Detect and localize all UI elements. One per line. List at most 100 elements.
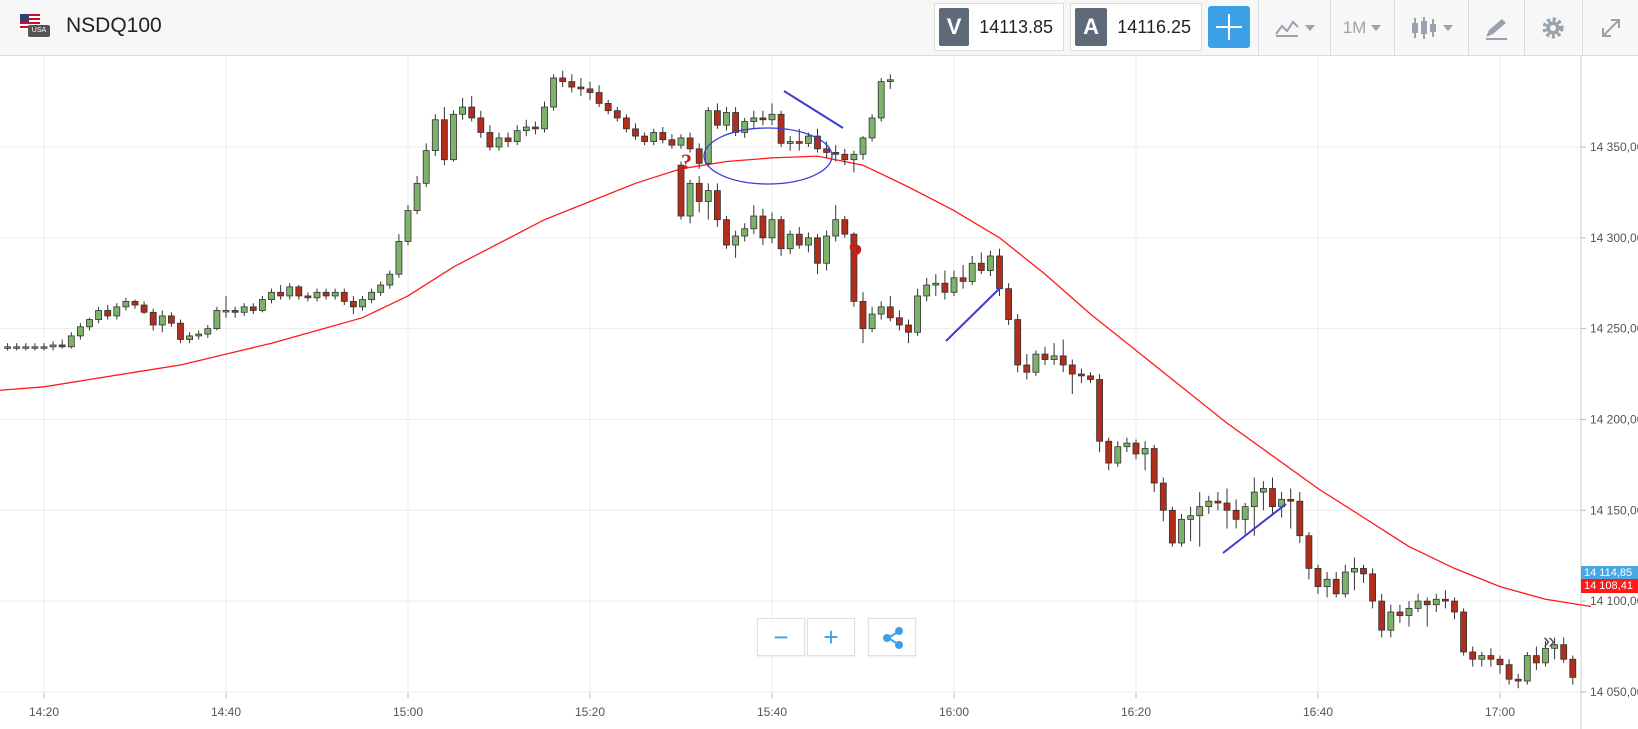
bullish-candle <box>704 107 712 167</box>
bullish-candle <box>359 295 366 311</box>
bearish-candle <box>1096 374 1103 453</box>
question-mark[interactable]: ? <box>848 238 863 271</box>
bearish-candle <box>586 81 594 100</box>
fullscreen-button[interactable] <box>1586 0 1636 56</box>
bullish-candle <box>968 255 976 286</box>
bullish-candle <box>704 183 712 220</box>
price-axis: 14 350,00 14 300,00 14 250,00 14 200,00 14 1… <box>1581 140 1638 699</box>
drawing-tools-button[interactable] <box>1472 0 1520 56</box>
share-button[interactable] <box>868 618 916 656</box>
bullish-candle <box>413 176 421 215</box>
bearish-candle <box>623 114 630 133</box>
bearish-candle <box>905 319 912 344</box>
bearish-candle <box>477 110 485 138</box>
settings-button[interactable] <box>1528 0 1578 56</box>
x-tick-label: 16:00 <box>939 705 969 719</box>
bullish-candle <box>459 97 467 120</box>
bearish-candle <box>1214 492 1222 511</box>
bearish-candle <box>349 295 357 315</box>
bullish-candle <box>914 288 921 336</box>
instrument-selector[interactable]: USA NSDQ100 <box>20 14 162 38</box>
bearish-candle <box>832 145 840 162</box>
indicators-button[interactable] <box>1262 0 1326 56</box>
bullish-candle <box>404 205 412 246</box>
bearish-candle <box>131 299 139 309</box>
bearish-candle <box>1041 346 1049 365</box>
timeframe-button[interactable]: 1M <box>1334 0 1390 56</box>
x-tick-label: 16:20 <box>1121 705 1151 719</box>
bullish-candle <box>22 343 30 351</box>
bearish-candle <box>1514 673 1522 689</box>
bullish-candle <box>805 232 812 253</box>
bullish-candle <box>550 74 557 111</box>
bearish-candle <box>1423 597 1431 627</box>
bullish-candle <box>1196 492 1204 547</box>
bullish-candle <box>395 234 403 278</box>
x-tick-label: 15:20 <box>575 705 605 719</box>
bearish-candle <box>1569 655 1577 685</box>
y-tick-label: 14 150,00 <box>1590 503 1638 517</box>
bullish-candle <box>1050 343 1058 365</box>
bullish-candle <box>859 136 867 160</box>
chart-toolbar: USA NSDQ100 V 14113.85 A 14116.25 1M <box>0 0 1638 56</box>
bearish-candle <box>632 123 639 140</box>
bullish-candle <box>386 270 394 289</box>
scroll-to-latest-button[interactable]: » <box>1543 628 1556 653</box>
bullish-candle <box>768 103 776 126</box>
bearish-candle <box>977 252 985 275</box>
bullish-candle <box>204 325 212 338</box>
bullish-candle <box>186 332 194 344</box>
bearish-candle <box>468 96 476 122</box>
bullish-candle <box>886 74 894 89</box>
bullish-candle <box>1351 557 1358 591</box>
y-tick-label: 14 050,00 <box>1590 685 1638 699</box>
bullish-candle <box>195 330 203 340</box>
bearish-candle <box>1287 488 1295 529</box>
zoom-out-button[interactable]: − <box>757 618 805 656</box>
bullish-candle <box>786 230 794 255</box>
trend-line[interactable] <box>783 90 844 129</box>
bearish-candle <box>1159 477 1167 522</box>
bearish-candle <box>695 143 703 169</box>
bullish-candle <box>1551 637 1558 660</box>
bullish-candle <box>850 150 858 173</box>
bullish-candle <box>732 230 739 258</box>
bullish-candle <box>422 143 430 187</box>
chart-type-button[interactable] <box>1398 0 1464 56</box>
bullish-candle <box>268 288 275 304</box>
y-tick-label: 14 350,00 <box>1590 140 1638 154</box>
bullish-candle <box>741 223 749 242</box>
bearish-candle <box>613 107 621 122</box>
bearish-candle <box>1451 597 1458 620</box>
trend-line[interactable] <box>1222 503 1287 554</box>
bullish-candle <box>113 303 121 320</box>
trend-line[interactable] <box>945 287 1001 342</box>
buy-price-button[interactable]: A 14116.25 <box>1070 3 1202 51</box>
bullish-candle <box>1205 495 1213 514</box>
bearish-candle <box>486 125 494 151</box>
bid-price-tag: 14 114,85 <box>1581 566 1638 581</box>
bullish-candle <box>522 119 530 137</box>
price-chart[interactable]: 14 350,00 14 300,00 14 250,00 14 200,00 14 1… <box>0 56 1638 729</box>
bearish-candle <box>1378 593 1386 638</box>
bullish-candle <box>1542 641 1549 667</box>
bearish-candle <box>304 292 312 302</box>
bearish-candle <box>896 310 903 331</box>
bearish-candle <box>1360 564 1367 583</box>
y-tick-label: 14 300,00 <box>1590 231 1638 245</box>
sell-price-button[interactable]: V 14113.85 <box>934 3 1064 51</box>
bullish-candle <box>1178 513 1185 547</box>
bullish-candle <box>331 288 339 300</box>
bearish-candle <box>249 303 257 315</box>
zoom-in-button[interactable]: + <box>807 618 855 656</box>
bullish-candle <box>1141 441 1149 471</box>
bullish-candle <box>1114 441 1122 467</box>
crosshair-button[interactable] <box>1208 6 1250 48</box>
bullish-candle <box>1405 601 1413 627</box>
annotation-ellipse[interactable] <box>703 127 833 185</box>
bearish-candle <box>759 110 767 126</box>
bullish-candle <box>86 317 93 331</box>
question-mark[interactable]: ? <box>681 149 692 174</box>
bearish-candle <box>1560 637 1568 663</box>
bearish-candle <box>1505 659 1513 685</box>
